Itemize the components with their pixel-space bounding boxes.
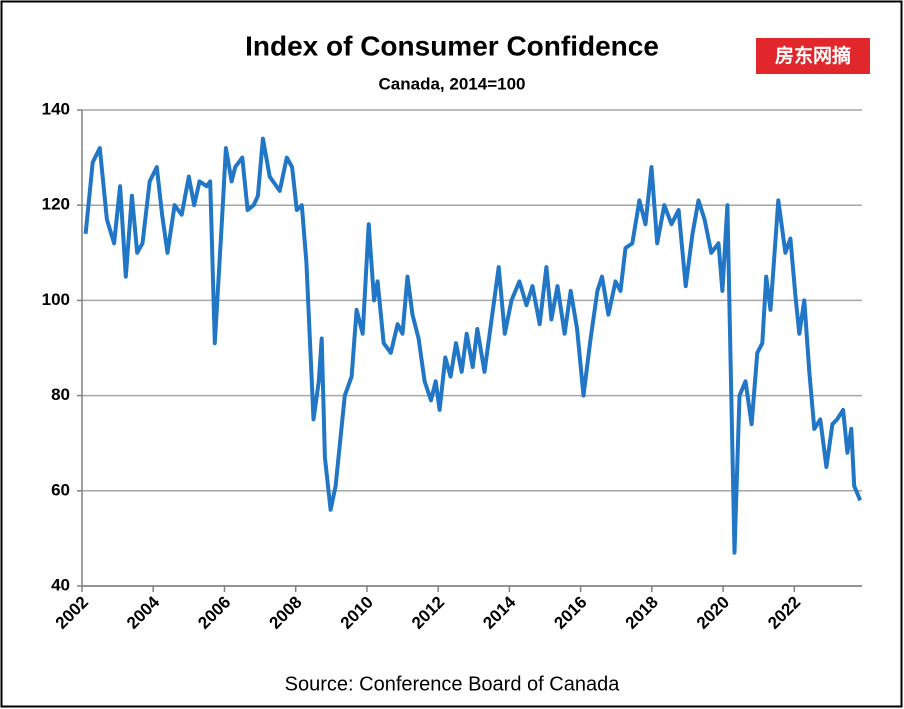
y-tick-label: 100 — [42, 290, 70, 309]
chart-subtitle: Canada, 2014=100 — [379, 74, 526, 93]
chart-title: Index of Consumer Confidence — [245, 30, 659, 61]
y-tick-label: 80 — [51, 385, 70, 404]
source: Source: Conference Board of Canada — [285, 673, 621, 695]
y-tick-label: 120 — [42, 195, 70, 214]
watermark-box — [756, 38, 870, 74]
y-tick-label: 140 — [42, 99, 70, 118]
y-tick-label: 60 — [51, 480, 70, 499]
watermark: 房东网摘 — [775, 44, 851, 67]
y-tick-label: 40 — [51, 575, 70, 594]
line — [83, 136, 863, 555]
